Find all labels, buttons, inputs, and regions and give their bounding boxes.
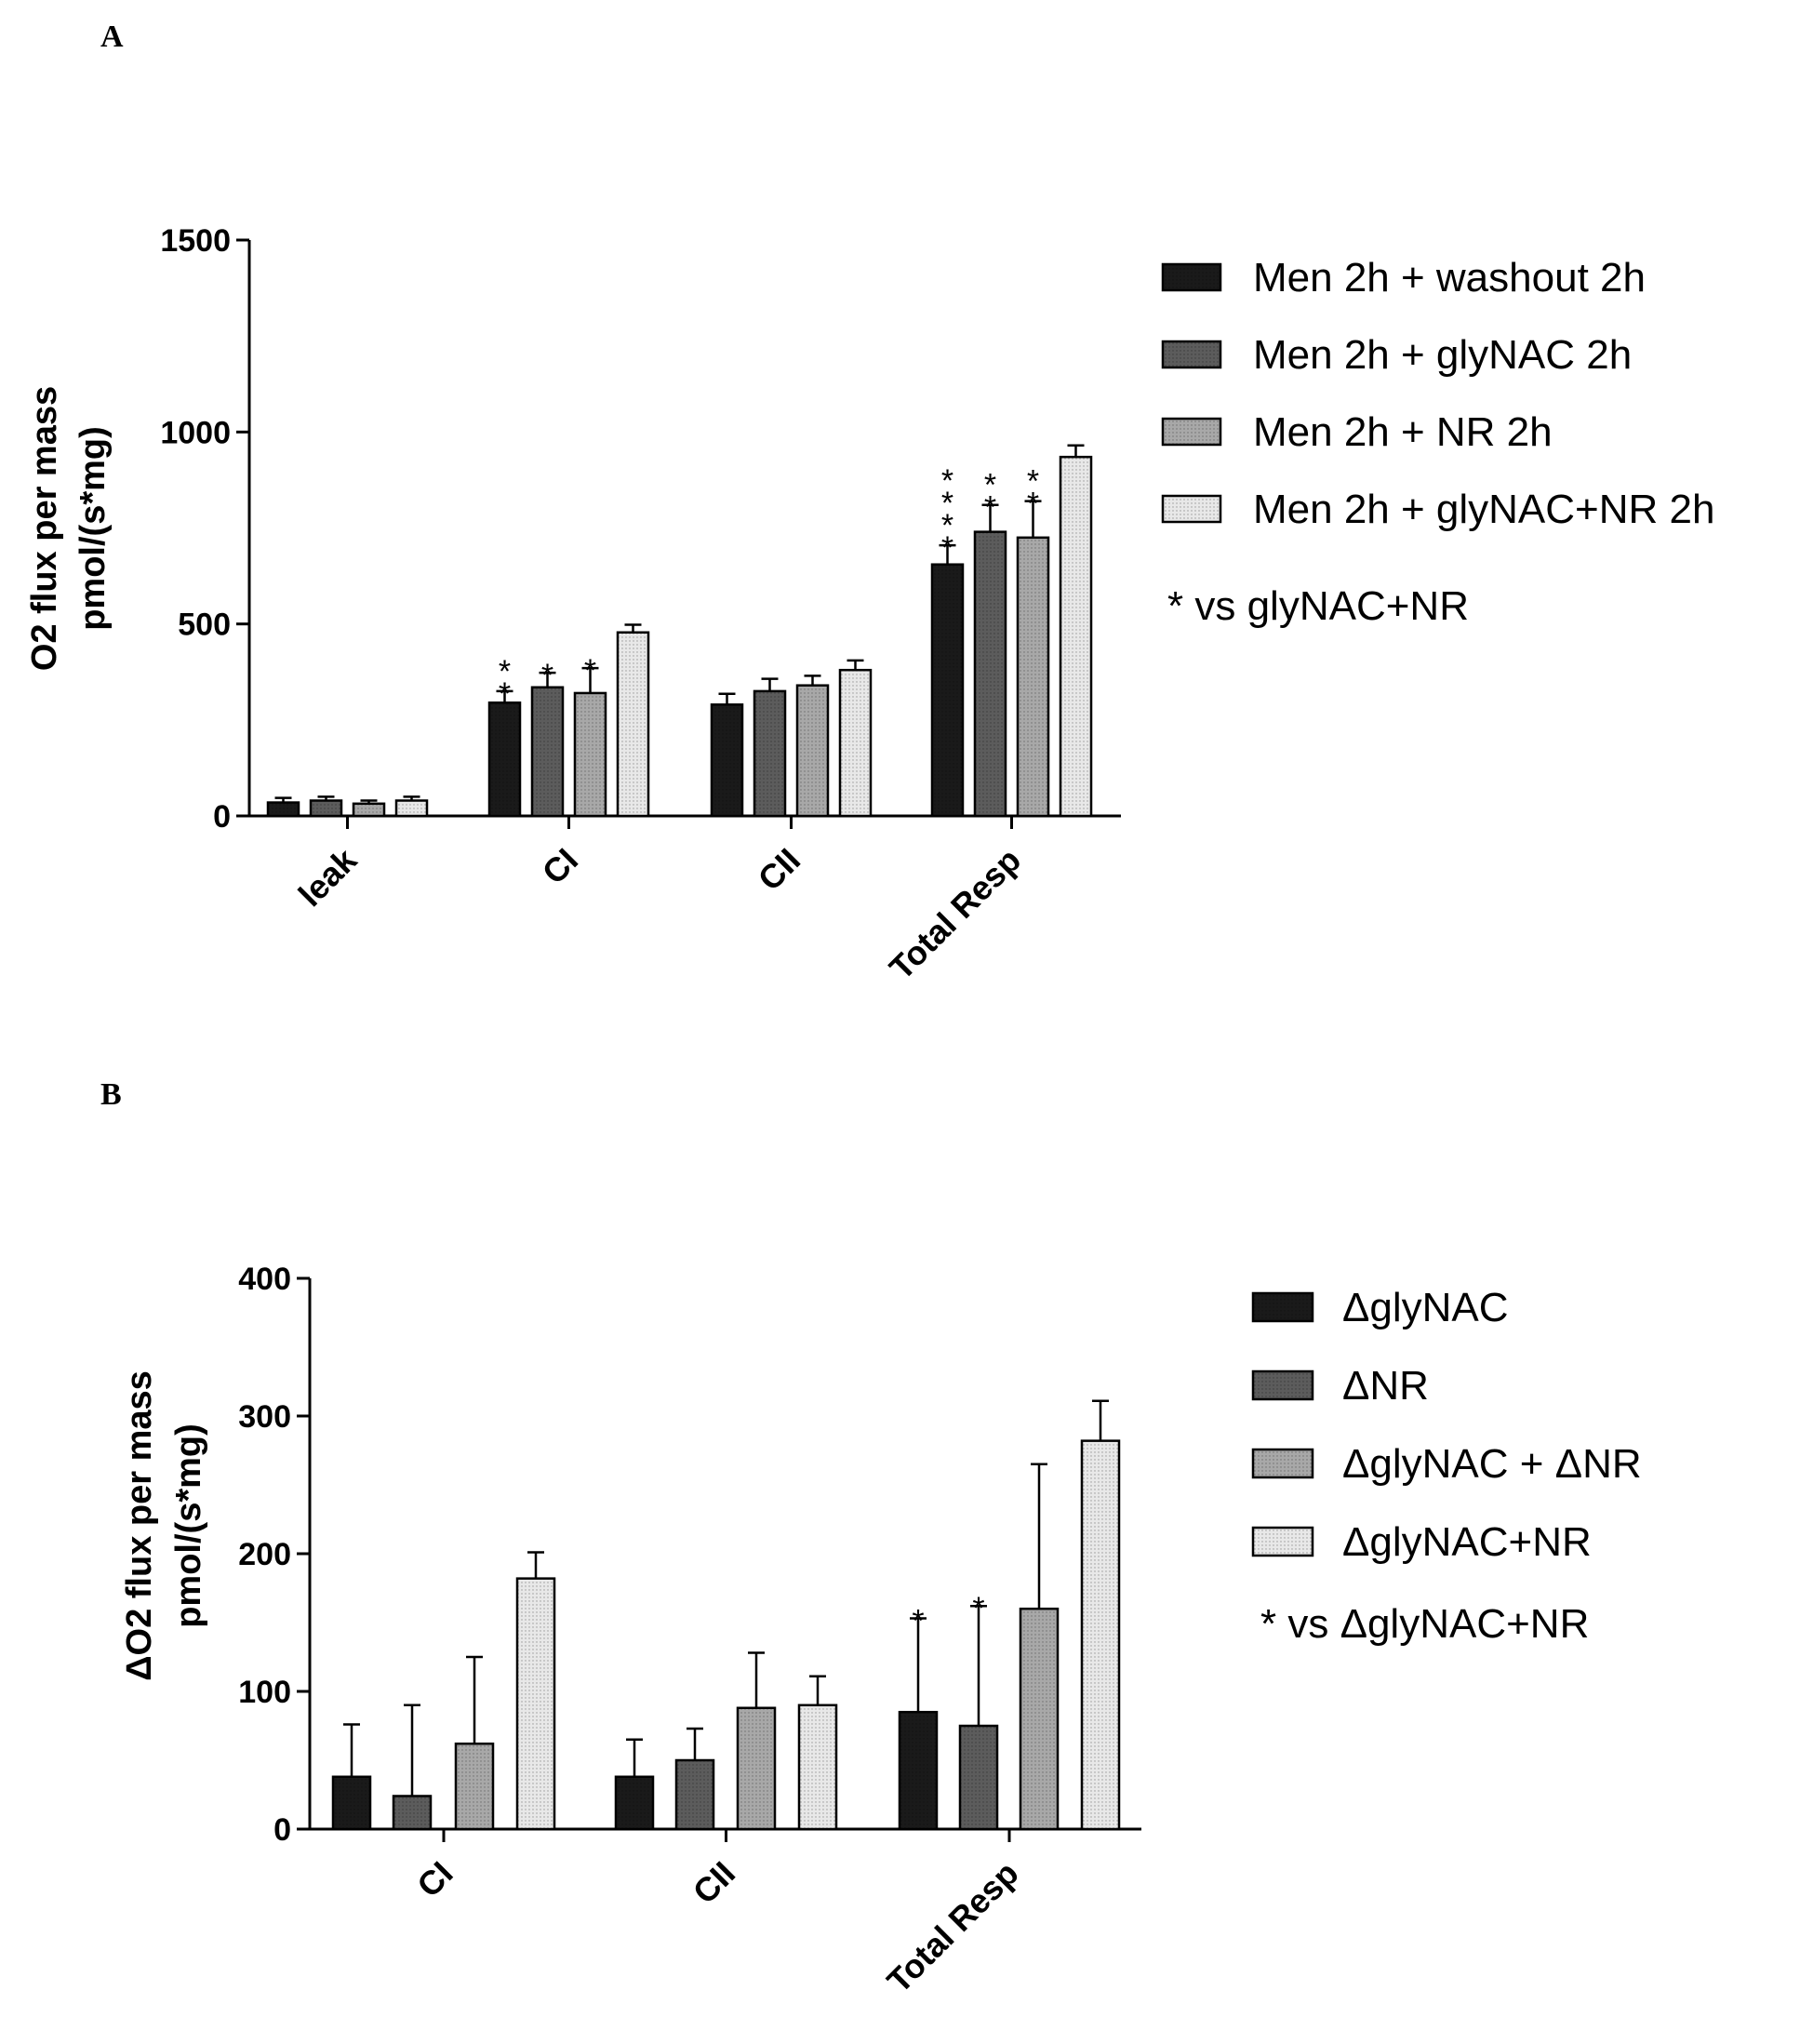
legend-label-b-3: ΔglyNAC+NR: [1342, 1519, 1592, 1565]
legend-swatch-texture-b-3: [1253, 1528, 1313, 1556]
bar-texture-b-1-3: [799, 1704, 836, 1829]
bar-texture-b-2-3: [1082, 1440, 1119, 1829]
legend-swatch-texture-b-1: [1253, 1371, 1313, 1399]
bar-texture-b-0-1: [393, 1796, 431, 1829]
bar-texture-a-3-3: [1060, 457, 1091, 816]
bar-texture-a-2-2: [797, 685, 828, 816]
y-tick-label-a-1: 500: [178, 608, 231, 643]
legend-label-a-1: Men 2h + glyNAC 2h: [1253, 332, 1632, 378]
bar-texture-b-2-1: [960, 1726, 997, 1829]
chart-panel-b: 0 100 200 300 400 ΔO2 flux per mass pmol/(s*mg…: [120, 1262, 1642, 2000]
y-tick-label-b-1: 100: [238, 1675, 291, 1710]
bar-texture-a-2-1: [754, 690, 785, 816]
bar-texture-a-1-3: [618, 632, 648, 816]
y-axis-label-a-1: pmol/(s*mg): [73, 426, 113, 631]
bar-texture-b-1-0: [616, 1776, 653, 1829]
bar-texture-a-3-1: [975, 531, 1006, 816]
significance-star-a-1-0-0: *: [499, 676, 511, 712]
category-label-a-2: CII: [751, 841, 808, 899]
category-label-a-3: Total Resp: [882, 841, 1028, 987]
significance-star-a-3-2-0: *: [1027, 487, 1039, 522]
bar-texture-a-0-1: [311, 800, 341, 816]
bar-texture-a-2-0: [712, 704, 742, 816]
bar-texture-a-0-3: [396, 800, 427, 816]
bar-texture-b-0-2: [456, 1743, 493, 1829]
y-tick-label-a-0: 0: [213, 799, 231, 835]
category-label-b-2: Total Resp: [879, 1854, 1025, 2000]
legend-swatch-texture-a-1: [1163, 341, 1220, 367]
bar-texture-b-0-0: [333, 1776, 370, 1829]
panel-label-b: B: [100, 1077, 122, 1112]
bar-texture-a-3-0: [932, 564, 963, 816]
y-tick-label-b-2: 200: [238, 1537, 291, 1572]
significance-star-a-3-0-0: *: [941, 530, 953, 566]
bar-texture-a-1-2: [575, 692, 606, 816]
y-tick-label-b-3: 300: [238, 1399, 291, 1435]
bar-texture-a-1-0: [489, 702, 520, 816]
legend-swatch-texture-a-2: [1163, 419, 1220, 445]
panel-label-a: A: [100, 20, 124, 54]
significance-note-b: * vs ΔglyNAC+NR: [1260, 1601, 1589, 1647]
y-axis-label-b-1: pmol/(s*mg): [169, 1423, 208, 1628]
bar-texture-a-3-2: [1018, 537, 1048, 816]
legend-label-a-3: Men 2h + glyNAC+NR 2h: [1253, 487, 1714, 532]
legend-label-a-2: Men 2h + NR 2h: [1253, 409, 1553, 455]
significance-star-b-2-1-0: *: [972, 1591, 984, 1626]
legend-label-b-0: ΔglyNAC: [1342, 1285, 1509, 1330]
significance-star-a-1-2-0: *: [584, 653, 596, 688]
bar-texture-b-1-2: [738, 1707, 775, 1829]
legend-swatch-texture-b-0: [1253, 1293, 1313, 1321]
category-label-b-1: CII: [686, 1854, 743, 1912]
category-label-a-0: leak: [291, 840, 365, 914]
y-tick-label-b-0: 0: [273, 1812, 291, 1848]
legend-label-b-2: ΔglyNAC + ΔNR: [1342, 1441, 1642, 1487]
significance-star-a-3-0-1: *: [941, 508, 953, 543]
y-tick-label-b-4: 400: [238, 1262, 291, 1297]
bar-texture-a-0-2: [353, 803, 384, 816]
significance-star-a-3-2-1: *: [1027, 464, 1039, 500]
bar-texture-a-2-3: [840, 670, 871, 816]
y-axis-label-a-0: O2 flux per mass: [25, 386, 64, 671]
category-label-a-1: CI: [535, 841, 585, 891]
significance-star-a-3-1-1: *: [984, 468, 996, 503]
significance-star-a-3-0-2: *: [941, 486, 953, 521]
bar-texture-a-0-0: [268, 802, 299, 816]
bar-texture-a-1-1: [532, 687, 563, 816]
bar-texture-b-2-2: [1020, 1609, 1058, 1829]
bar-texture-b-2-0: [900, 1712, 937, 1829]
significance-star-b-2-0-0: *: [912, 1604, 924, 1639]
legend-label-a-0: Men 2h + washout 2h: [1253, 255, 1646, 301]
significance-note-a: * vs glyNAC+NR: [1167, 583, 1469, 629]
y-axis-label-b-0: ΔO2 flux per mass: [120, 1370, 159, 1681]
significance-star-a-1-1-0: *: [541, 658, 553, 693]
y-tick-label-a-2: 1000: [160, 415, 231, 450]
legend-swatch-texture-a-3: [1163, 496, 1220, 522]
bar-texture-b-0-3: [517, 1578, 554, 1829]
category-label-b-0: CI: [409, 1854, 460, 1904]
significance-star-a-3-1-0: *: [984, 490, 996, 526]
significance-star-a-3-0-3: *: [941, 463, 953, 499]
significance-star-a-1-0-1: *: [499, 654, 511, 689]
bar-texture-b-1-1: [676, 1760, 713, 1829]
legend-swatch-texture-a-0: [1163, 264, 1220, 290]
legend-swatch-texture-b-2: [1253, 1450, 1313, 1477]
y-tick-label-a-3: 1500: [160, 223, 231, 259]
chart-panel-a: 0 500 1000 1500 O2 flux per mass pmol/(s*mg) l…: [25, 223, 1714, 987]
legend-label-b-1: ΔNR: [1342, 1363, 1429, 1409]
